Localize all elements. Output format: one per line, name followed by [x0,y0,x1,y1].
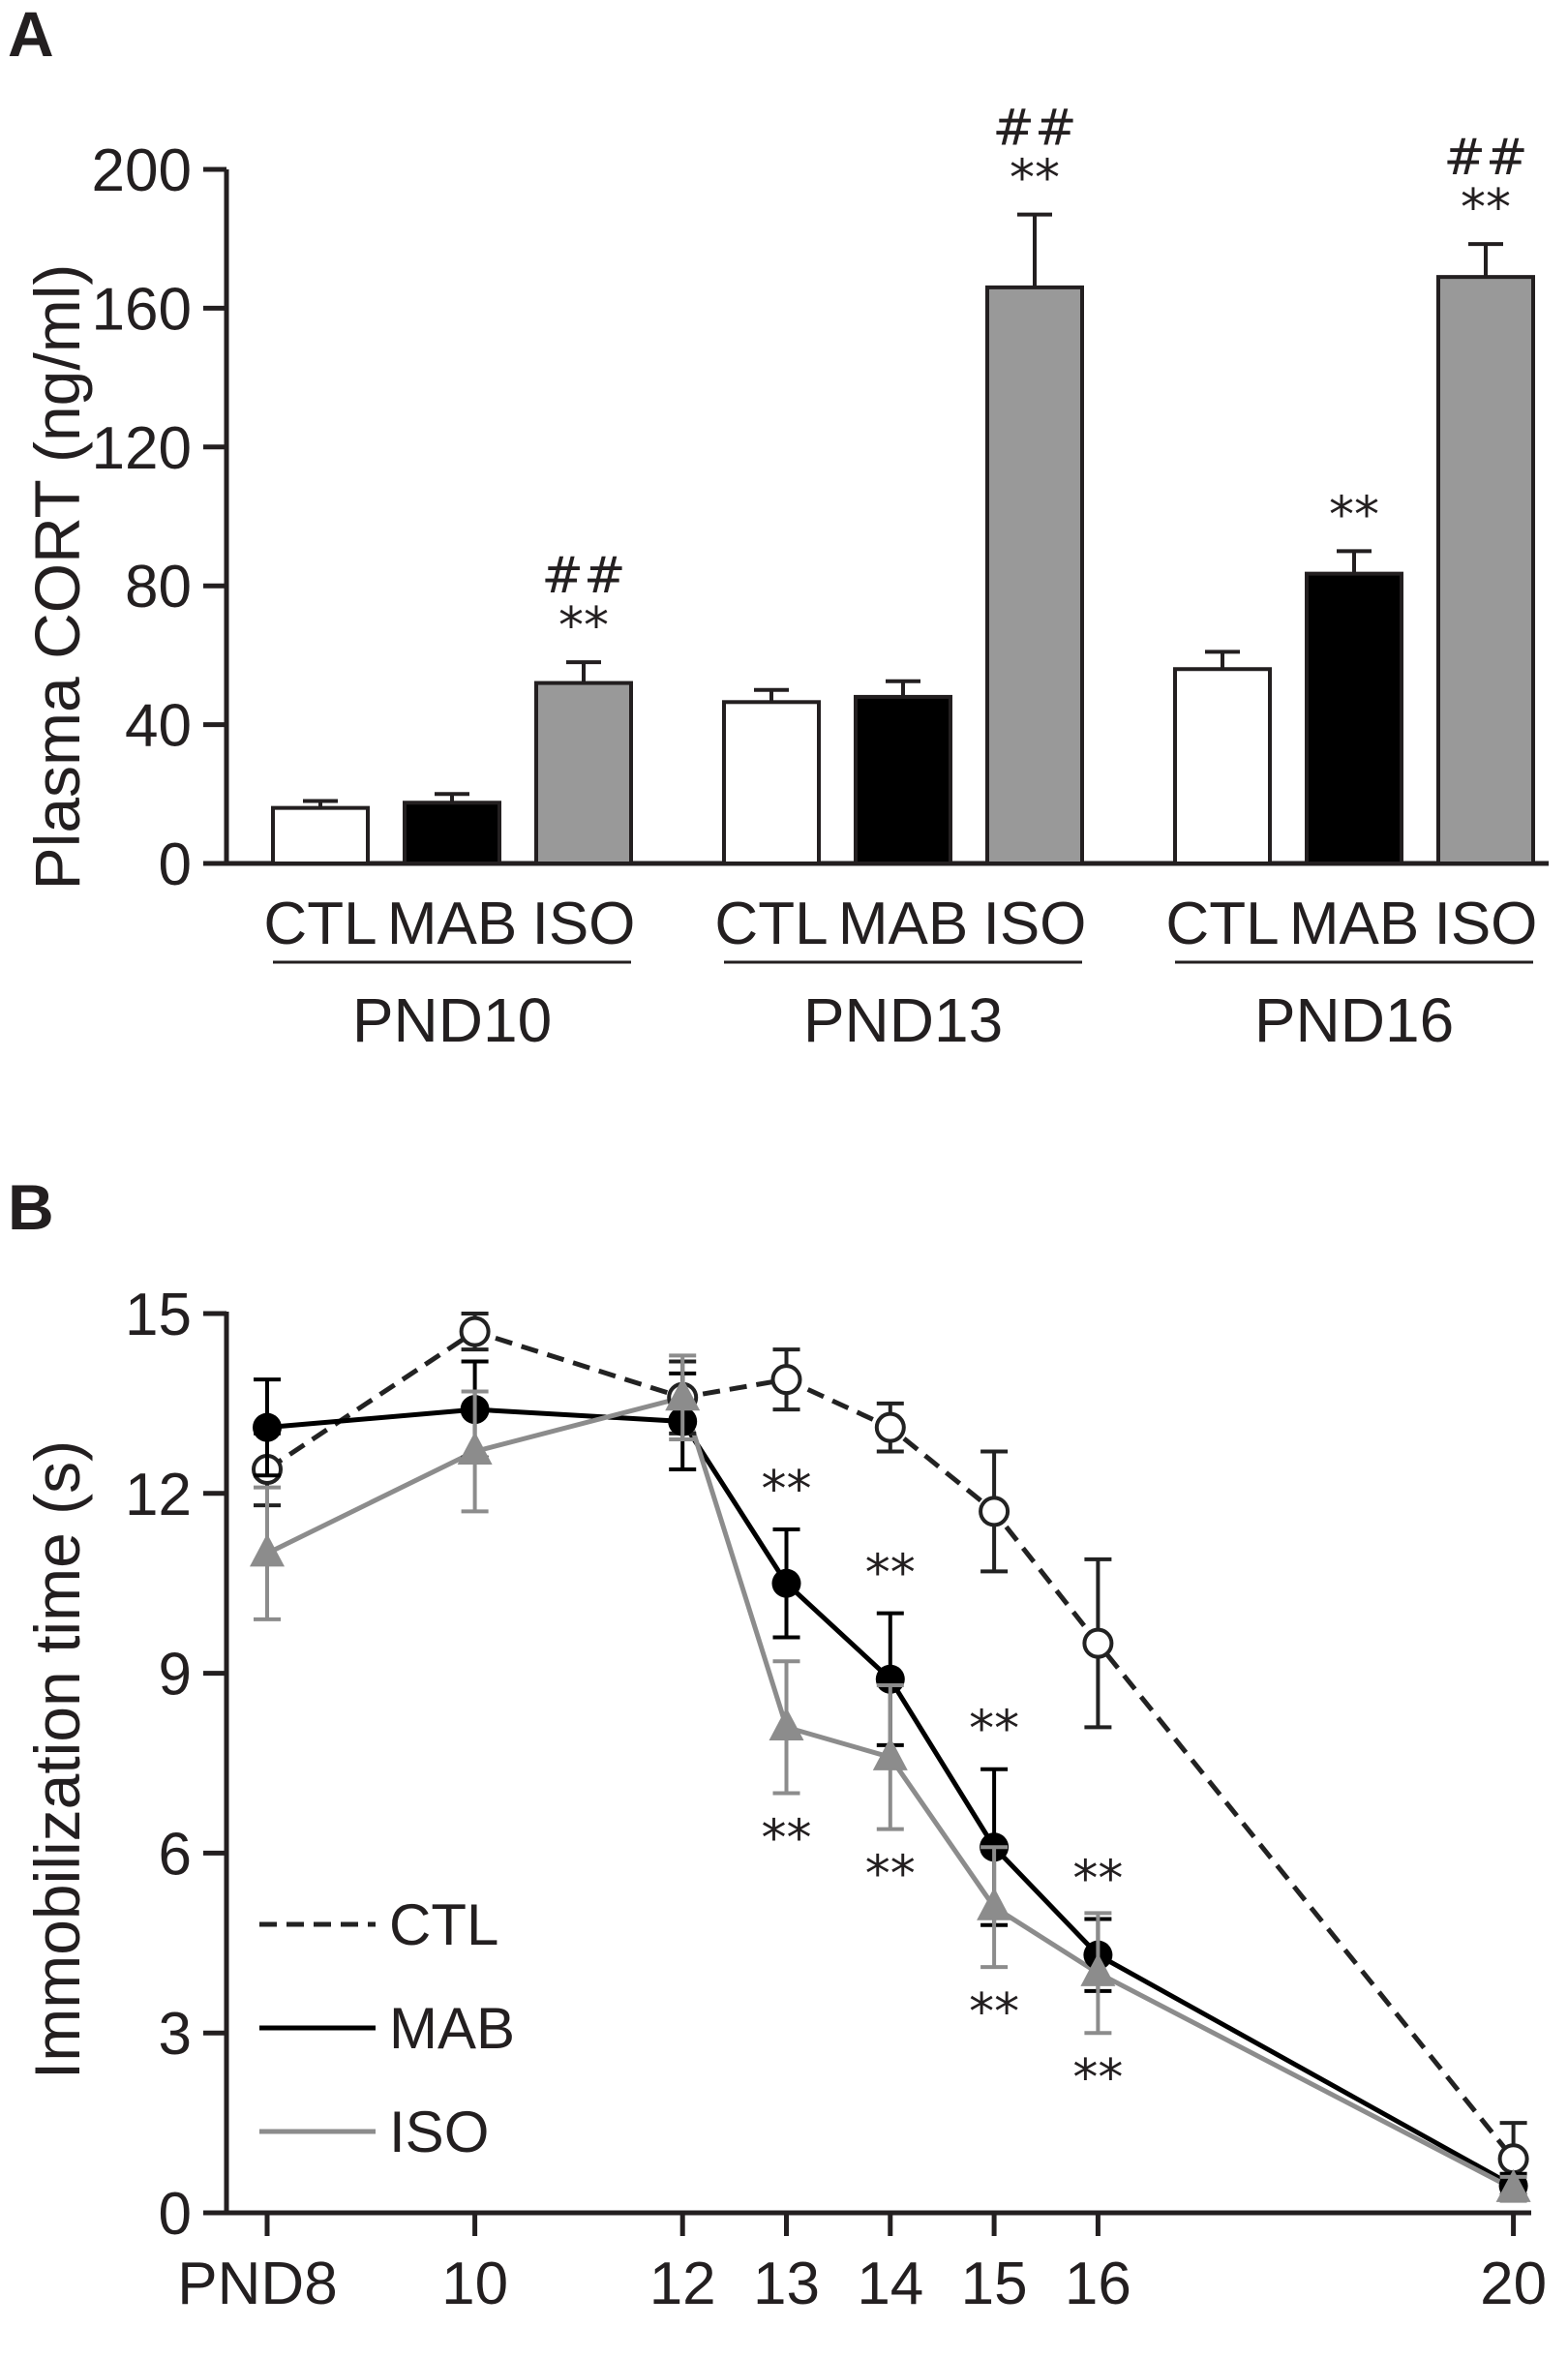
bar-ctl [722,700,821,865]
significance-stars: ** [1010,150,1060,208]
group-label: PND13 [803,985,1003,1055]
data-point-ctl [874,1411,906,1443]
bar-ctl [1173,667,1272,865]
data-point-mab [771,1568,801,1598]
data-point-iso [457,1432,493,1466]
bar-category-label: ISO [532,891,636,957]
panel-b-legend: CTL MAB ISO [259,1892,515,2164]
y-tick-label: 200 [92,137,192,204]
group-label: PND10 [352,985,552,1055]
significance-stars: ** [865,1846,916,1904]
panel-b-y-axis-title: Immobilization time (s) [21,1440,93,2079]
significance-stars: ** [1072,2049,1123,2107]
bar-category-label: MAB [838,891,968,957]
data-point-iso [250,1533,285,1567]
y-tick-label: 40 [125,693,192,760]
legend-label: MAB [389,1996,515,2061]
data-point-ctl [770,1364,802,1396]
data-point-ctl [979,1496,1010,1527]
series-line-iso [265,1394,1515,2192]
data-point-ctl [1082,1627,1114,1659]
bar-category-label: CTL [263,891,377,957]
significance-hashes: ## [1443,129,1527,187]
bar-category-label: ISO [1434,891,1538,957]
bar-mab [403,801,501,866]
bar-category-label: MAB [387,891,517,957]
y-tick-label: 0 [159,831,192,898]
panel-b-y-ticks: 0 3 6 9 12 15 [125,1282,226,2248]
x-tick-label: 12 [649,2251,716,2317]
data-point-iso [1495,2168,1531,2202]
bar-category-label: MAB [1289,891,1419,957]
panel-a-bar-chart: A Plasma CORT (ng/ml) 0 40 80 120 160 200 CTL… [8,0,1549,1055]
x-tick-label: 20 [1480,2251,1547,2317]
x-tick-label: 13 [753,2251,820,2317]
y-tick-label: 0 [159,2181,192,2248]
x-tick-label: 10 [441,2251,508,2317]
panel-a-y-axis-title: Plasma CORT (ng/ml) [21,264,93,891]
y-tick-label: 15 [125,1282,192,1348]
data-point-ctl [1497,2143,1529,2175]
y-tick-label: 120 [92,415,192,482]
bar-iso [1436,275,1535,865]
panel-a-y-ticks: 0 40 80 120 160 200 [92,137,226,898]
x-tick-label: 16 [1065,2251,1131,2317]
group-label: PND16 [1254,985,1454,1055]
significance-stars: ** [865,1545,916,1603]
y-tick-label: 3 [159,2001,192,2068]
bar-ctl [271,805,370,866]
significance-hashes: ## [541,547,625,605]
x-tick-label: 14 [857,2251,923,2317]
significance-stars: ** [1461,179,1511,237]
series-line-ctl [265,1328,1516,2161]
significance-stars: ** [969,1701,1019,1759]
data-point-iso [872,1737,908,1770]
data-point-iso [769,1707,804,1740]
x-tick-label: 15 [961,2251,1028,2317]
y-tick-label: 6 [159,1821,192,1888]
bar-mab [854,694,952,865]
bar-category-label: CTL [1165,891,1279,957]
data-point-iso [977,1887,1012,1920]
significance-stars: ** [1072,1851,1123,1909]
series-line-mab [266,1406,1515,2189]
data-point-iso [665,1377,701,1411]
significance-stars: ** [1329,486,1379,544]
significance-stars: ** [762,1461,812,1519]
significance-hashes: ## [992,100,1076,158]
significance-stars: ** [762,1809,812,1867]
y-tick-label: 160 [92,276,192,343]
y-tick-label: 9 [159,1642,192,1708]
significance-stars: ** [969,1983,1019,2041]
legend-label: CTL [389,1892,498,1957]
x-tick-label: PND8 [177,2251,337,2317]
bar-category-label: CTL [714,891,828,957]
data-point-iso [1080,1952,1116,1986]
data-point-ctl [459,1315,491,1347]
panel-a-letter: A [8,0,54,70]
bar-mab [1305,571,1403,866]
panel-b-x-ticks: PND8 10 12 13 14 15 16 20 [177,2213,1547,2317]
panel-b-letter: B [8,1171,54,1243]
panel-b-line-chart: B Immobilization time (s) 0 3 6 9 12 15 PND8 1… [8,1171,1547,2317]
data-point-mab [253,1412,282,1442]
bar-iso [985,285,1084,865]
legend-label: ISO [389,2100,489,2164]
bar-category-label: ISO [983,891,1087,957]
y-tick-label: 12 [125,1462,192,1528]
significance-stars: ** [558,597,609,655]
bar-iso [534,680,633,866]
panel-b-series: ** ** ** ** ** ** ** ** [250,1312,1531,2203]
y-tick-label: 80 [125,554,192,620]
